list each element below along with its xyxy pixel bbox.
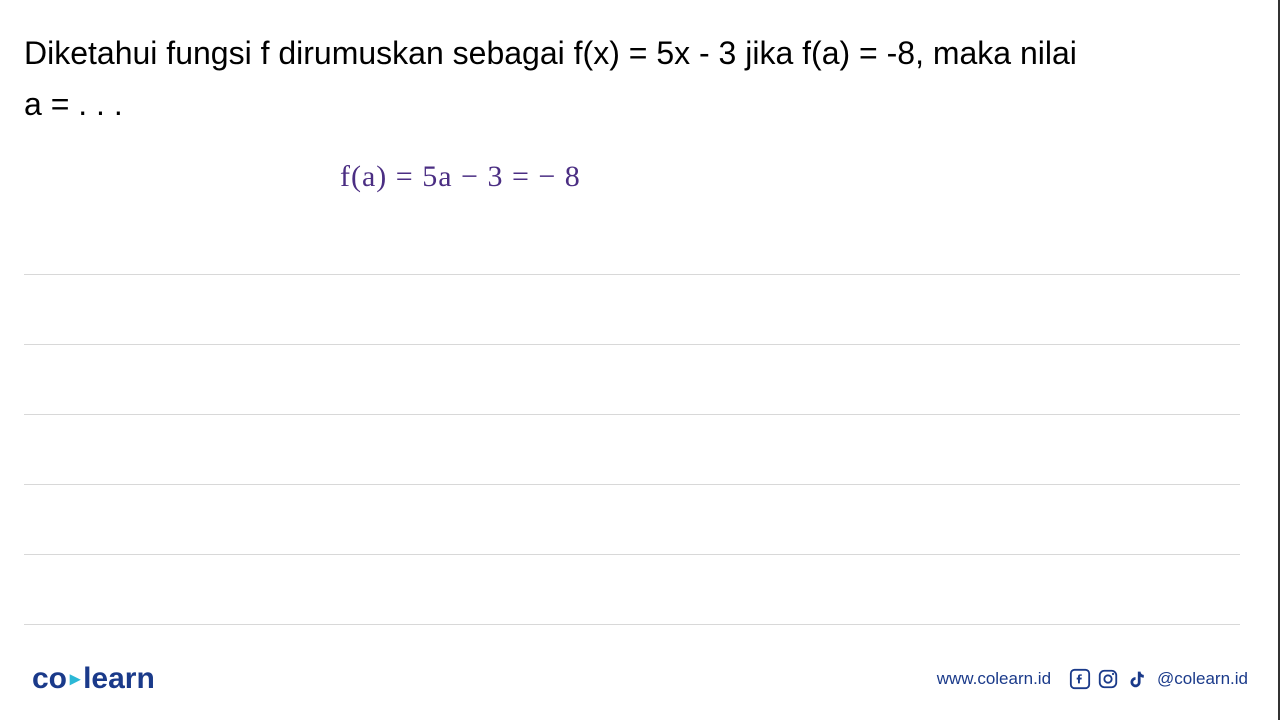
question-area: Diketahui fungsi f dirumuskan sebagai f(…: [0, 0, 1280, 130]
question-line-2: a = . . .: [24, 79, 1256, 130]
footer: co ▸ learn www.colearn.id: [0, 662, 1280, 696]
colearn-logo: co ▸ learn: [32, 662, 155, 696]
ruled-line: [24, 275, 1240, 345]
social-handle: @colearn.id: [1157, 669, 1248, 689]
logo-co: co: [32, 662, 67, 696]
ruled-line: [24, 555, 1240, 625]
social-icons: @colearn.id: [1069, 668, 1248, 690]
website-url: www.colearn.id: [937, 669, 1051, 689]
ruled-line: [24, 415, 1240, 485]
ruled-line: [24, 205, 1240, 275]
logo-dot: ▸: [70, 666, 80, 691]
instagram-icon: [1097, 668, 1119, 690]
ruled-lines-area: [24, 205, 1240, 625]
logo-learn: learn: [83, 662, 155, 696]
tiktok-icon: [1125, 668, 1147, 690]
question-line-1: Diketahui fungsi f dirumuskan sebagai f(…: [24, 28, 1256, 79]
facebook-icon: [1069, 668, 1091, 690]
footer-right: www.colearn.id @colearn.id: [937, 668, 1248, 690]
ruled-line: [24, 485, 1240, 555]
handwriting-answer: f(a) = 5a − 3 = − 8: [340, 160, 581, 194]
ruled-line: [24, 345, 1240, 415]
